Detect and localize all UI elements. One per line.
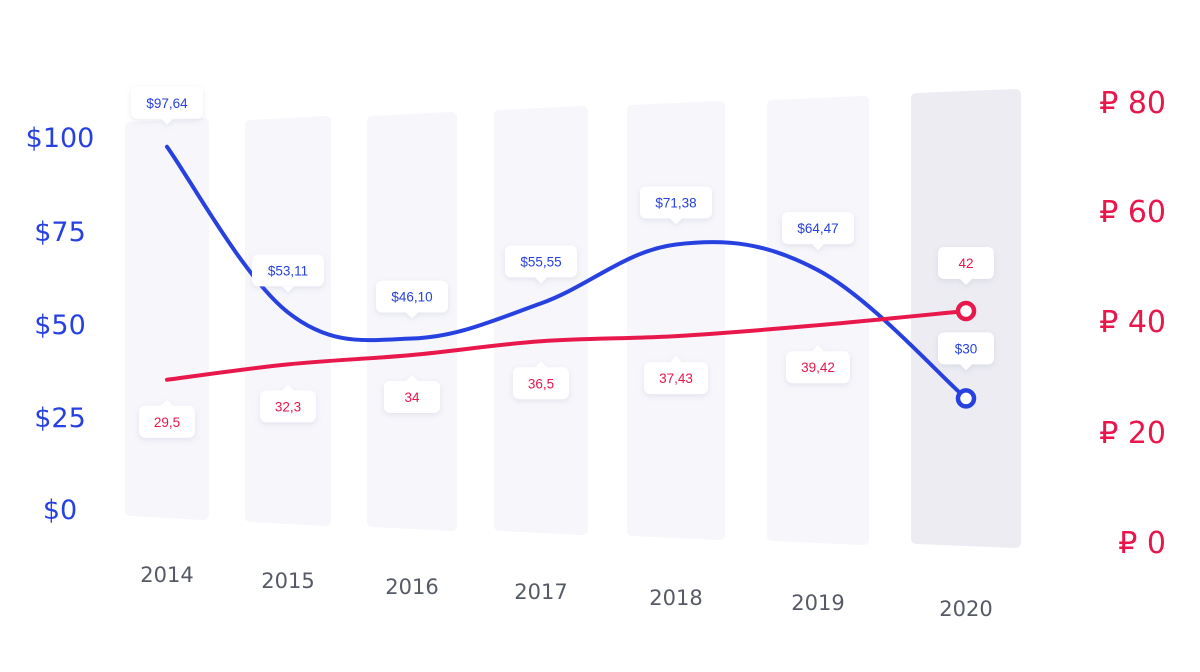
- right-tick-label: ₽ 60: [1099, 195, 1166, 230]
- right-tick-label: ₽ 80: [1099, 86, 1166, 121]
- data-label: $71,38: [640, 186, 712, 225]
- data-label-text: $53,11: [268, 263, 308, 278]
- data-label-text: 32,3: [275, 399, 301, 414]
- series-lines: [165, 144, 977, 409]
- data-label-text: $64,47: [797, 221, 838, 236]
- data-label: $97,64: [131, 86, 203, 125]
- data-label: $64,47: [782, 212, 854, 251]
- data-label: $53,11: [252, 254, 324, 293]
- data-labels: $97,64 $53,11 $46,10 $55,55 $71,38 $64,47 $30 2…: [131, 86, 994, 438]
- left-y-axis: $0 $25 $50 $75 $100: [26, 123, 95, 526]
- data-label-text: 39,42: [801, 360, 835, 375]
- data-label: 37,43: [644, 356, 708, 395]
- x-tick-label: 2014: [140, 563, 193, 587]
- data-label-text: $30: [955, 341, 978, 356]
- data-label-text: $71,38: [655, 195, 696, 210]
- x-tick-label: 2018: [649, 586, 702, 610]
- data-label: 32,3: [260, 384, 316, 423]
- column-2019: [767, 96, 869, 545]
- right-tick-label: ₽ 40: [1099, 305, 1166, 340]
- x-tick-label: 2017: [514, 580, 567, 604]
- right-y-axis: ₽ 0 ₽ 20 ₽ 40 ₽ 60 ₽ 80: [1099, 86, 1166, 561]
- column-2014: [125, 118, 209, 520]
- right-tick-label: ₽ 0: [1118, 526, 1166, 561]
- data-label: 34: [384, 375, 440, 413]
- left-tick-label: $25: [34, 403, 86, 434]
- data-label: $55,55: [505, 245, 577, 284]
- data-label-text: 29,5: [154, 415, 180, 430]
- end-point-marker: [955, 300, 977, 322]
- data-label: $30: [938, 332, 994, 371]
- data-label-text: 37,43: [659, 371, 693, 386]
- x-axis: 2014 2015 2016 2017 2018 2019 2020: [140, 563, 992, 621]
- data-label-text: 36,5: [528, 376, 554, 391]
- data-label: 29,5: [139, 399, 195, 438]
- data-label-text: 34: [404, 390, 420, 405]
- x-tick-label: 2019: [791, 591, 844, 615]
- column-2017: [494, 106, 588, 535]
- left-tick-label: $50: [34, 310, 86, 341]
- data-label: 36,5: [513, 361, 569, 400]
- x-tick-label: 2015: [261, 569, 314, 593]
- series-line-left: [165, 144, 968, 401]
- data-label-text: $46,10: [391, 290, 432, 305]
- end-point-marker: [955, 388, 977, 409]
- data-label: 42: [938, 247, 994, 285]
- data-label-text: $55,55: [520, 254, 561, 269]
- data-label-text: 42: [958, 256, 973, 271]
- column-2015: [245, 116, 331, 526]
- data-label: 39,42: [786, 345, 850, 384]
- data-label: $46,10: [376, 280, 448, 319]
- left-tick-label: $0: [43, 495, 77, 526]
- x-tick-label: 2020: [939, 597, 992, 621]
- right-tick-label: ₽ 20: [1099, 416, 1166, 451]
- data-label-text: $97,64: [146, 96, 188, 111]
- left-tick-label: $75: [34, 217, 86, 248]
- left-tick-label: $100: [26, 123, 95, 154]
- series-line-right: [165, 309, 968, 382]
- column-2018: [627, 101, 725, 540]
- x-tick-label: 2016: [385, 575, 438, 599]
- column-2016: [367, 112, 457, 531]
